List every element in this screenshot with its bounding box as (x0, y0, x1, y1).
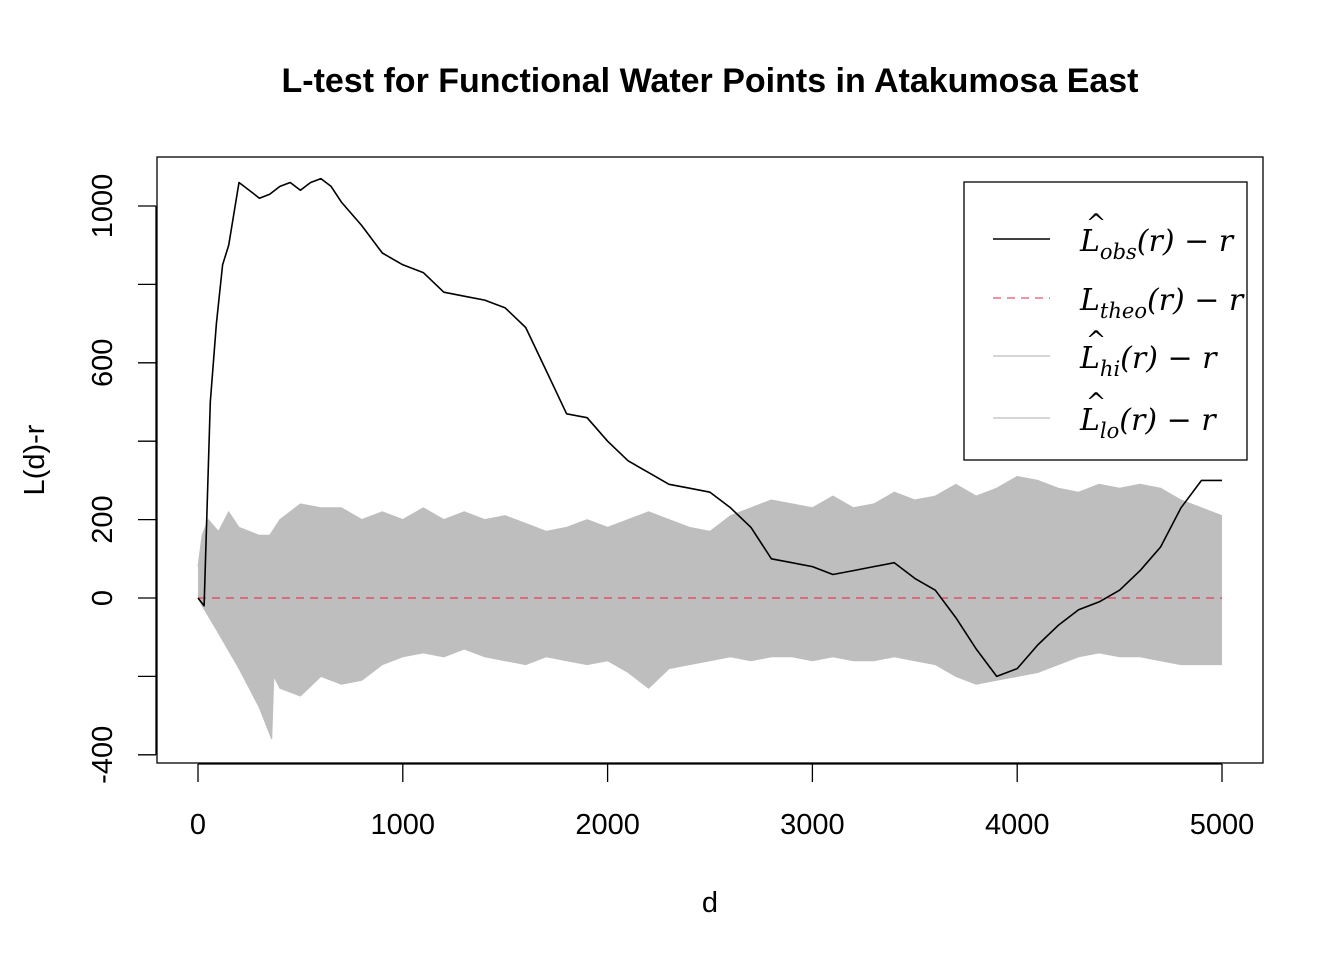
y-axis: -400 0 200 600 1000 (87, 174, 157, 784)
plot-area (197, 177, 1223, 740)
y-axis-label: L(d)-r (19, 424, 51, 495)
y-tick-label: 200 (87, 495, 119, 543)
x-tick-label: 2000 (575, 809, 640, 841)
y-tick-label: 600 (87, 339, 119, 387)
legend-box (963, 181, 1248, 461)
legend-hat: ^ (1086, 209, 1106, 237)
series-obs-line (197, 177, 1222, 678)
y-tick-label: 1000 (87, 174, 119, 239)
x-axis: 0 1000 2000 3000 4000 5000 (190, 763, 1255, 841)
x-tick-label: 1000 (371, 809, 436, 841)
legend-label: Ltheo(r) − r (1079, 283, 1245, 323)
series-hi-line (197, 475, 1223, 567)
y-tick-label: -400 (87, 726, 119, 784)
legend-label: Lobs(r) − r (1079, 224, 1235, 264)
x-axis-label: d (702, 887, 718, 919)
legend-hat: ^ (1086, 326, 1106, 354)
x-tick-label: 5000 (1190, 809, 1255, 841)
chart-title: L-test for Functional Water Points in At… (281, 62, 1138, 100)
x-tick-label: 3000 (780, 809, 845, 841)
x-tick-label: 0 (190, 809, 206, 841)
y-tick-label: 0 (87, 590, 119, 606)
plot-frame (156, 156, 1264, 764)
legend-hat: ^ (1086, 388, 1106, 416)
x-tick-label: 4000 (985, 809, 1050, 841)
legend-label: Llo(r) − r (1079, 403, 1217, 443)
envelope-band (198, 476, 1222, 740)
series-lo-line (197, 597, 1222, 740)
legend-label: Lhi(r) − r (1079, 341, 1218, 381)
